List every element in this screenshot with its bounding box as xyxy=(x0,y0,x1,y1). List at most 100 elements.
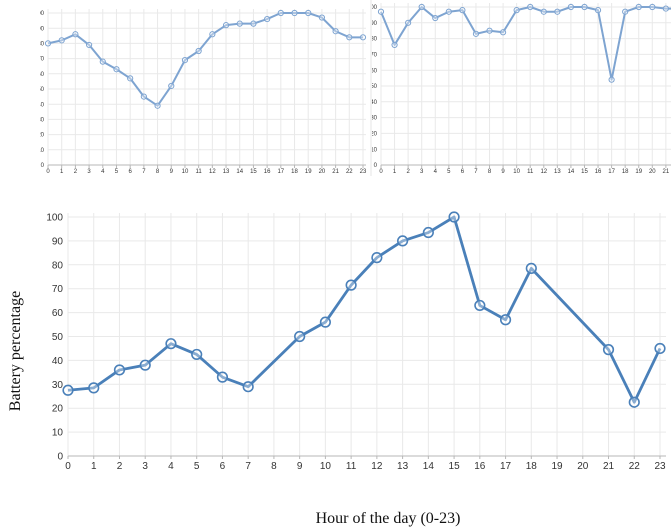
battery-chart-top-left-svg: 0102030405060708090100012345678910111213… xyxy=(40,9,367,175)
x-tick-label: 16 xyxy=(595,169,602,175)
x-tick-label: 11 xyxy=(196,169,203,175)
x-tick-label: 21 xyxy=(663,169,670,175)
data-point xyxy=(139,359,151,371)
y-tick-label: 20 xyxy=(52,404,64,415)
y-tick-label: 50 xyxy=(40,87,45,93)
x-tick-label: 4 xyxy=(434,169,438,175)
chart-divider xyxy=(370,0,372,176)
data-point xyxy=(525,262,537,274)
data-point xyxy=(405,19,412,26)
data-point xyxy=(432,14,439,22)
x-tick-label: 9 xyxy=(297,461,303,472)
series-line xyxy=(47,12,363,107)
data-point xyxy=(250,20,257,27)
x-tick-label: 10 xyxy=(320,461,332,472)
x-tick-label: 2 xyxy=(406,169,410,175)
data-point xyxy=(499,314,512,326)
data-point xyxy=(209,31,216,38)
x-tick-label: 10 xyxy=(182,169,189,175)
data-point xyxy=(113,66,120,73)
x-tick-label: 0 xyxy=(65,461,71,472)
x-tick-label: 6 xyxy=(129,169,133,175)
data-point xyxy=(291,9,298,17)
y-tick-label: 20 xyxy=(372,132,378,138)
data-point xyxy=(168,82,175,90)
data-point xyxy=(662,5,669,12)
data-point xyxy=(319,316,331,328)
data-point xyxy=(472,30,480,37)
battery-chart-main-svg: Hour of the day (0-23) Battery percentag… xyxy=(7,211,666,527)
data-point xyxy=(371,252,383,264)
data-point xyxy=(459,7,466,14)
data-point xyxy=(445,8,452,15)
x-tick-label: 17 xyxy=(500,461,512,472)
x-tick-label: 19 xyxy=(305,169,312,175)
data-point xyxy=(540,8,547,15)
x-tick-label: 12 xyxy=(209,169,216,175)
series-line xyxy=(67,215,662,404)
x-tick-label: 2 xyxy=(74,169,78,175)
x-tick-label: 0 xyxy=(379,169,383,175)
x-tick-label: 18 xyxy=(526,461,538,472)
battery-chart-top-right-svg: 0102030405060708090100012345678910111213… xyxy=(372,3,671,175)
y-tick-label: 70 xyxy=(372,53,378,59)
y-tick-label: 40 xyxy=(372,100,378,106)
series-line xyxy=(380,6,671,81)
y-tick-label: 80 xyxy=(52,260,64,271)
y-tick-label: 30 xyxy=(52,380,64,391)
x-tick-label: 9 xyxy=(170,169,174,175)
x-tick-label: 20 xyxy=(319,169,326,175)
x-tick-label: 15 xyxy=(581,169,588,175)
x-tick-label: 14 xyxy=(568,169,575,175)
y-axis-title: Battery percentage xyxy=(7,291,24,411)
x-tick-label: 6 xyxy=(220,461,226,472)
x-tick-label: 3 xyxy=(420,169,424,175)
data-point xyxy=(88,382,100,394)
x-tick-label: 6 xyxy=(461,169,465,175)
battery-chart-top-left: 0102030405060708090100012345678910111213… xyxy=(40,0,370,176)
y-tick-label: 60 xyxy=(372,68,378,74)
x-tick-label: 22 xyxy=(346,169,353,175)
data-point xyxy=(277,9,284,17)
data-point xyxy=(345,279,357,291)
x-tick-label: 15 xyxy=(250,169,257,175)
data-point xyxy=(165,338,177,350)
x-tick-label: 7 xyxy=(245,461,251,472)
x-tick-label: 9 xyxy=(501,169,505,175)
y-tick-label: 60 xyxy=(40,72,45,78)
data-point xyxy=(513,7,520,14)
y-tick-label: 20 xyxy=(40,133,45,139)
data-point xyxy=(346,34,353,41)
data-point xyxy=(554,8,561,15)
data-point xyxy=(377,8,385,15)
x-tick-label: 23 xyxy=(654,461,666,472)
data-point xyxy=(294,330,306,343)
y-tick-label: 30 xyxy=(40,118,45,124)
x-tick-label: 8 xyxy=(156,169,160,175)
x-tick-label: 7 xyxy=(474,169,478,175)
data-point xyxy=(527,3,534,11)
x-tick-label: 15 xyxy=(449,461,461,472)
x-tick-label: 1 xyxy=(60,169,64,175)
x-tick-label: 5 xyxy=(447,169,451,175)
data-point xyxy=(44,40,52,47)
data-point xyxy=(602,344,615,356)
data-point xyxy=(140,93,147,100)
y-tick-label: 0 xyxy=(41,163,45,169)
x-tick-label: 3 xyxy=(87,169,91,175)
x-tick-label: 11 xyxy=(346,461,357,472)
data-point xyxy=(154,102,161,109)
y-tick-label: 80 xyxy=(40,42,45,48)
x-tick-label: 4 xyxy=(101,169,105,175)
x-tick-label: 5 xyxy=(115,169,119,175)
x-tick-label: 11 xyxy=(527,169,534,175)
x-tick-label: 2 xyxy=(117,461,123,472)
battery-chart-main: Hour of the day (0-23) Battery percentag… xyxy=(0,180,671,532)
data-point xyxy=(305,9,312,17)
x-tick-label: 5 xyxy=(194,461,200,472)
x-tick-label: 12 xyxy=(540,169,547,175)
y-tick-label: 10 xyxy=(52,428,64,439)
data-point xyxy=(99,58,106,65)
data-point xyxy=(635,3,642,11)
data-point xyxy=(113,364,126,376)
